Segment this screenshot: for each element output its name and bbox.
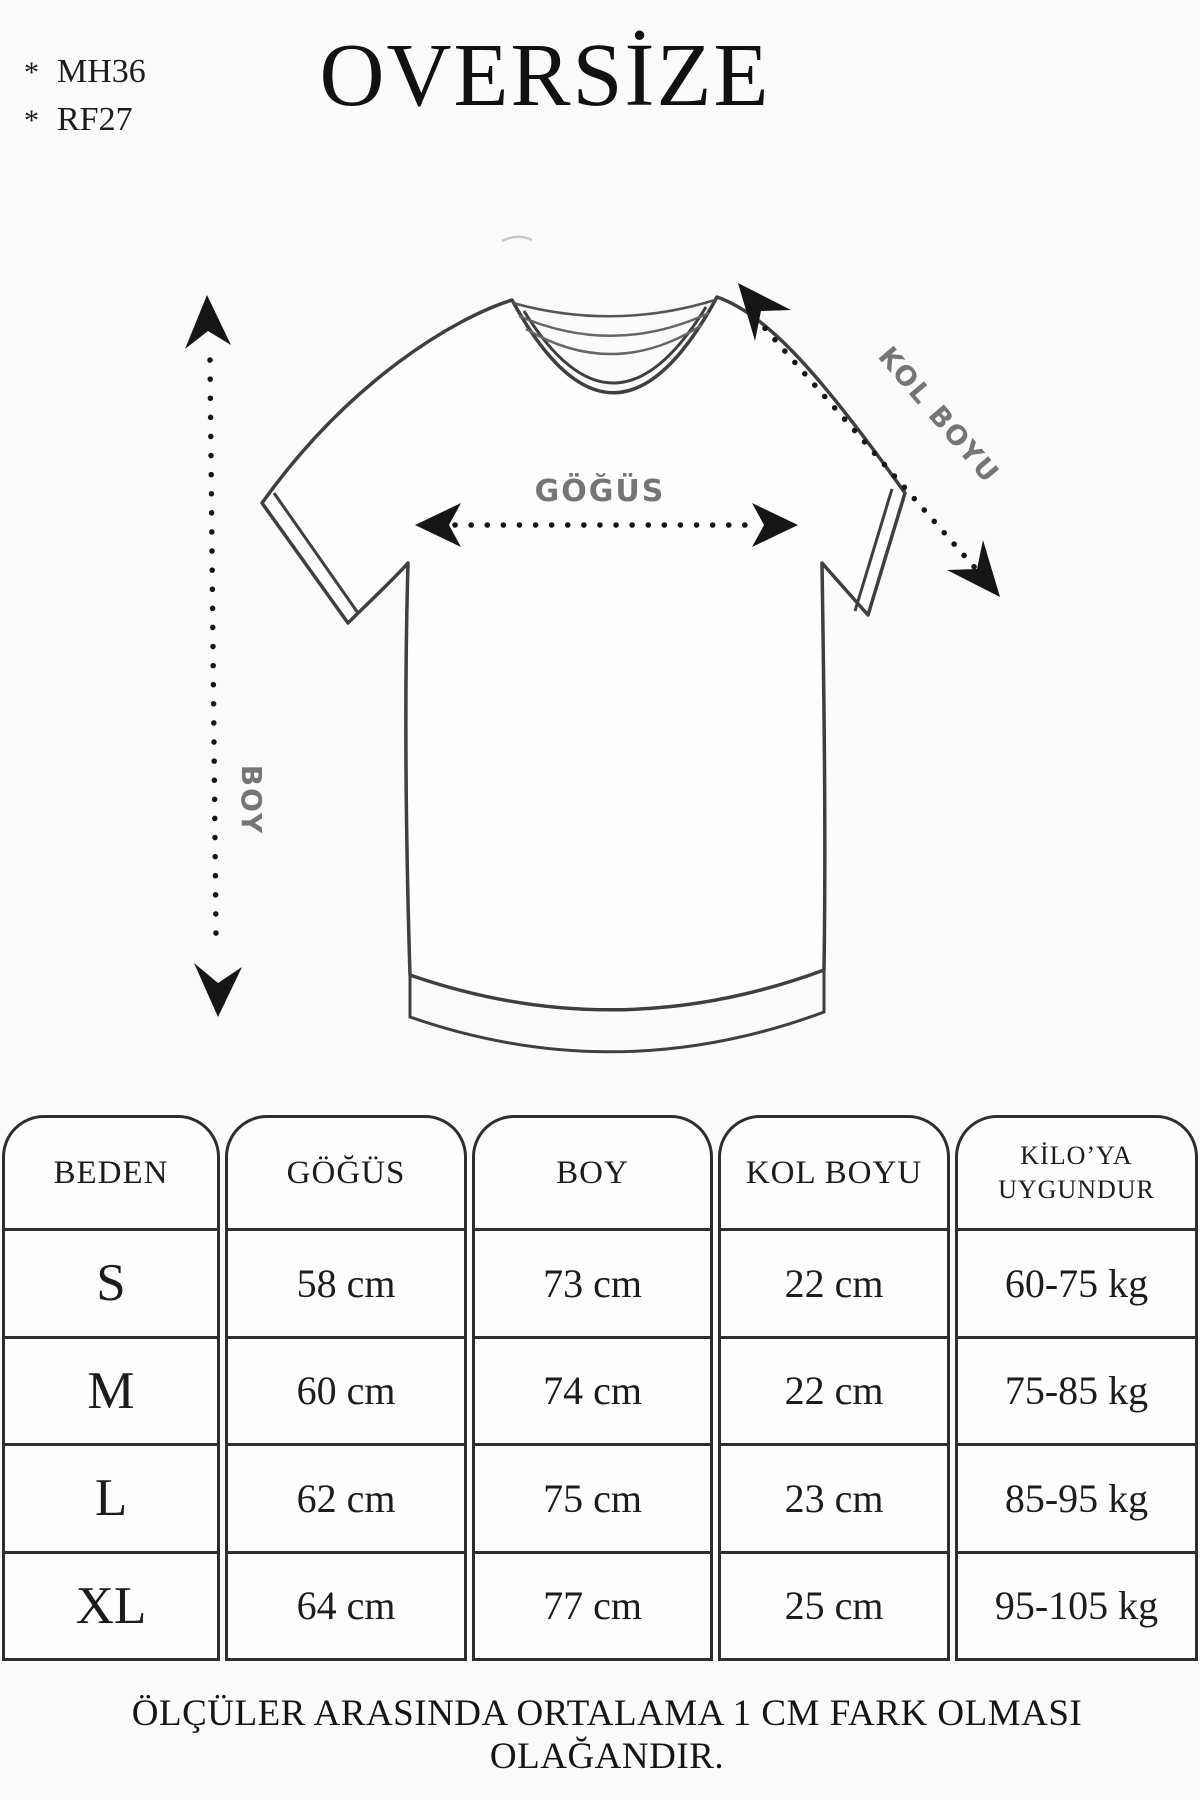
sleeve-label: KOL BOYU (872, 341, 1006, 490)
length-cell: 73 cm (475, 1228, 710, 1336)
product-code: RF27 (57, 101, 133, 138)
size-cell: S (5, 1228, 217, 1336)
column-header: KİLO’YA UYGUNDUR (998, 1141, 1155, 1204)
size-table: BEDEN S M L XL GÖĞÜS 58 cm 60 cm 62 cm 6… (0, 1115, 1200, 1661)
sleeve-cell: 22 cm (721, 1335, 947, 1444)
sleeve-cell: 23 cm (721, 1443, 947, 1551)
tshirt-measurement-diagram: BOY GÖĞÜS KOL BOYU (150, 225, 1050, 1105)
weight-cell: 95-105 kg (958, 1550, 1195, 1659)
product-code-line: * RF27 (24, 96, 146, 144)
product-code-line: * MH36 (24, 48, 146, 96)
length-cell: 74 cm (475, 1335, 710, 1444)
length-cell: 77 cm (475, 1550, 710, 1659)
sleeve-cell: 25 cm (721, 1550, 947, 1659)
right-arrowhead-icon (752, 503, 798, 547)
weight-cell: 75-85 kg (958, 1335, 1195, 1444)
size-cell: XL (5, 1550, 217, 1659)
up-arrowhead-icon (185, 295, 231, 349)
weight-cell: 60-75 kg (958, 1228, 1195, 1336)
column-header: BOY (556, 1154, 629, 1191)
column-header: GÖĞÜS (286, 1154, 406, 1191)
table-column-kiloya-uygundur: KİLO’YA UYGUNDUR 60-75 kg 75-85 kg 85-95… (955, 1115, 1198, 1661)
table-column-gogus: GÖĞÜS 58 cm 60 cm 62 cm 64 cm (225, 1115, 467, 1661)
page-title: OVERSİZE (319, 26, 771, 125)
left-cuff-seam (272, 492, 360, 614)
length-cell: 75 cm (475, 1443, 710, 1551)
product-codes: * MH36 * RF27 (24, 48, 146, 144)
hem-band (408, 970, 826, 1054)
column-header: KOL BOYU (745, 1154, 923, 1191)
chest-label: GÖĞÜS (535, 472, 666, 509)
backneck-line (525, 323, 703, 356)
size-cell: L (5, 1443, 217, 1551)
upleft-arrowhead-icon (738, 283, 791, 341)
length-dotted-line (207, 357, 219, 938)
down-arrowhead-icon (194, 963, 242, 1017)
size-cell: M (5, 1335, 217, 1444)
table-column-beden: BEDEN S M L XL (2, 1115, 220, 1661)
asterisk-icon: * (24, 104, 39, 137)
tshirt-outline (260, 295, 907, 1012)
column-header: BEDEN (53, 1154, 169, 1191)
weight-cell: 85-95 kg (958, 1443, 1195, 1551)
length-label: BOY (235, 765, 268, 835)
tag-mark (501, 235, 533, 243)
backneck-line (518, 311, 710, 338)
sleeve-cell: 22 cm (721, 1228, 947, 1336)
chest-cell: 60 cm (228, 1335, 464, 1444)
right-cuff-seam (853, 488, 894, 612)
chest-cell: 62 cm (228, 1443, 464, 1551)
chest-cell: 64 cm (228, 1550, 464, 1659)
chest-cell: 58 cm (228, 1228, 464, 1336)
table-column-boy: BOY 73 cm 74 cm 75 cm 77 cm (472, 1115, 713, 1661)
table-column-kol-boyu: KOL BOYU 22 cm 22 cm 23 cm 25 cm (718, 1115, 950, 1661)
collar-band (522, 306, 708, 385)
product-code: MH36 (57, 53, 146, 90)
left-arrowhead-icon (415, 503, 461, 547)
sleeve-dotted-line (752, 314, 986, 580)
footnote: ÖLÇÜLER ARASINDA ORTALAMA 1 CM FARK OLMA… (131, 1693, 1083, 1777)
asterisk-icon: * (24, 56, 39, 89)
backneck-line (512, 298, 716, 318)
downright-arrowhead-icon (947, 540, 1000, 597)
